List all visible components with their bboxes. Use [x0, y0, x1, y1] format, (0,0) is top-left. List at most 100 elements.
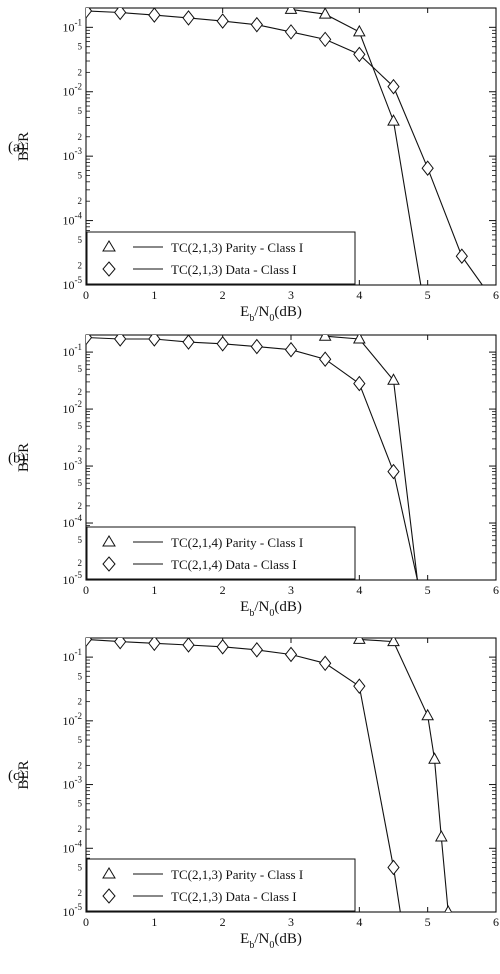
legend-box [86, 858, 356, 912]
x-tick-label: 4 [356, 915, 362, 929]
panel-a: 0 1 2 3 4 5 6 10-5 10-4 10-3 10-2 10-1 2 5 2 5 2 5 2 5 BER(a… [8, 7, 499, 324]
panel-c: 0 1 2 3 4 5 6 10-5 10-4 10-3 10-2 10-1 2 5 2 5 2 5 2 5 BER(c… [8, 637, 499, 951]
diamond-marker [387, 463, 400, 480]
y-minor-label: 5 [78, 478, 83, 488]
series-data [86, 8, 483, 285]
y-tick-label: 10-4 [63, 838, 83, 855]
y-minor-label: 5 [78, 42, 83, 52]
diamond-marker [284, 341, 298, 358]
y-minor-label: 2 [78, 558, 83, 568]
triangle-marker [428, 752, 441, 764]
triangle-marker [434, 830, 448, 842]
y-minor-label: 2 [78, 132, 83, 142]
triangle-marker [421, 708, 435, 721]
x-tick-label: 2 [220, 288, 226, 302]
series-line [359, 638, 449, 912]
x-tick-label: 1 [151, 583, 157, 597]
diamond-marker [114, 335, 127, 347]
y-tick-label: 10-3 [63, 146, 83, 163]
legend-diamond-icon [102, 261, 116, 277]
diamond-marker [86, 8, 93, 19]
diamond-marker [216, 335, 229, 352]
y-minor-label: 5 [78, 671, 83, 681]
y-tick-label: 10-3 [63, 775, 83, 792]
legend-label: TC(2,1,4) Data - Class I [171, 557, 297, 572]
triangle-marker [352, 24, 366, 37]
diamond-marker [216, 13, 229, 29]
x-tick-label: 4 [356, 583, 362, 597]
y-axis-label: BER [16, 132, 32, 161]
series-parity [352, 638, 453, 912]
x-tick-label: 3 [288, 583, 294, 597]
x-tick-label: 1 [151, 288, 157, 302]
diamond-marker [353, 46, 366, 63]
y-tick-label: 10-3 [63, 456, 83, 473]
diamond-marker [284, 24, 298, 40]
legend: TC(2,1,3) Parity - Class I TC(2,1,3) Data… [86, 231, 356, 285]
legend-label: TC(2,1,3) Data - Class I [171, 262, 297, 277]
triangle-marker [444, 904, 453, 912]
y-axis-label: BER [16, 443, 32, 472]
y-minor-label: 2 [78, 888, 83, 898]
diamond-marker [387, 78, 400, 95]
y-minor-label: 5 [78, 106, 83, 116]
legend-box [86, 526, 356, 580]
y-axis-label: BER [16, 760, 32, 789]
x-axis-label: Eb/N0(dB) [240, 599, 302, 619]
y-minor-label: 2 [78, 261, 83, 271]
triangle-marker [352, 638, 366, 644]
diamond-marker [148, 638, 161, 652]
x-tick-label: 6 [493, 915, 499, 929]
y-tick-label: 10-2 [63, 82, 83, 99]
series-data [86, 335, 418, 580]
y-tick-label: 10-2 [63, 399, 83, 416]
legend-label: TC(2,1,3) Parity - Class I [171, 240, 303, 255]
diamond-marker [319, 31, 332, 48]
x-tick-label: 2 [220, 915, 226, 929]
panel-b: 0 1 2 3 4 5 6 10-5 10-4 10-3 10-2 10-1 2 5 2 5 2 5 2 5 BER(b… [8, 334, 499, 619]
diamond-marker [250, 16, 263, 33]
legend-triangle-icon [102, 867, 116, 879]
y-tick-label: 10-5 [63, 275, 83, 292]
diamond-marker [284, 646, 298, 663]
diamond-marker [86, 638, 93, 648]
diamond-marker [114, 8, 127, 21]
y-minor-label: 5 [78, 421, 83, 431]
panel-label: (c) [8, 768, 25, 784]
diamond-marker [250, 338, 263, 355]
y-tick-label: 10-1 [63, 647, 83, 664]
y-minor-label: 2 [78, 444, 83, 454]
x-tick-label: 1 [151, 915, 157, 929]
triangle-marker [387, 114, 400, 126]
y-tick-label: 10-4 [63, 211, 83, 228]
legend: TC(2,1,4) Parity - Class I TC(2,1,4) Data… [86, 526, 356, 580]
triangle-marker [318, 335, 332, 341]
diamond-marker [250, 642, 263, 658]
y-tick-label: 10-1 [63, 342, 83, 359]
diamond-marker [148, 335, 161, 347]
triangle-marker [352, 335, 366, 344]
diamond-marker [86, 335, 93, 346]
panel-label: (b) [8, 451, 26, 467]
y-minor-label: 5 [78, 535, 83, 545]
diamond-marker [353, 375, 366, 392]
diamond-marker [216, 639, 229, 655]
diamond-marker [148, 8, 161, 23]
x-tick-label: 4 [356, 288, 362, 302]
y-minor-label: 2 [78, 196, 83, 206]
y-minor-label: 5 [78, 799, 83, 809]
legend-box [86, 231, 356, 285]
diamond-marker [182, 10, 195, 26]
diamond-marker [182, 638, 195, 653]
x-tick-label: 3 [288, 915, 294, 929]
diamond-marker [455, 248, 468, 265]
x-axis-label: Eb/N0(dB) [240, 931, 302, 951]
legend-label: TC(2,1,4) Parity - Class I [171, 535, 303, 550]
legend-label: TC(2,1,3) Parity - Class I [171, 867, 303, 882]
y-minor-label: 2 [78, 697, 83, 707]
x-tick-label: 0 [83, 583, 89, 597]
diamond-marker [353, 678, 366, 694]
series-parity [318, 335, 418, 580]
series-data [86, 638, 401, 912]
y-tick-label: 10-2 [63, 711, 83, 728]
